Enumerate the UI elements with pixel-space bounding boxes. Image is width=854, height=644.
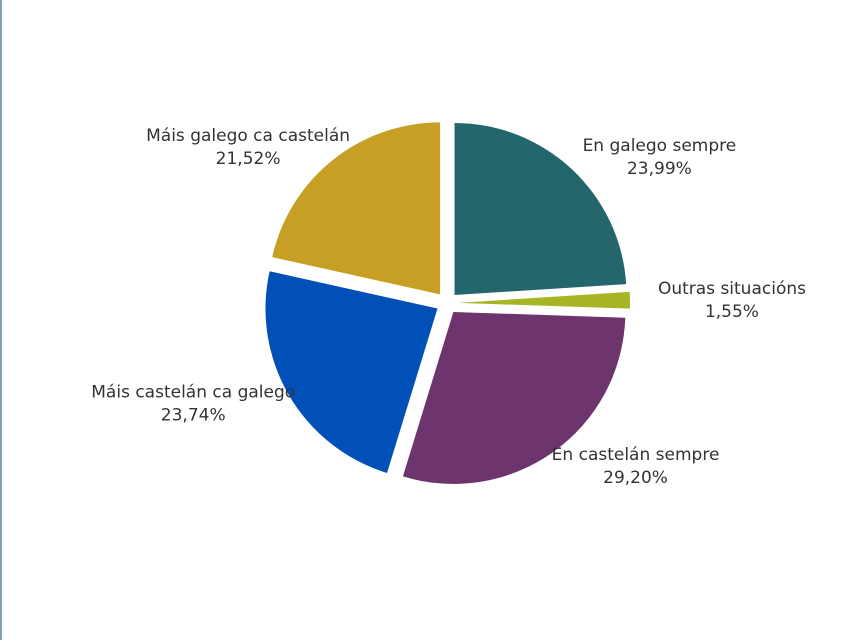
slice-label: Máis castelán ca galego [91,383,295,403]
pie-slice [265,271,438,473]
slice-value-label: 23,99% [627,159,692,179]
slice-value-label: 21,52% [216,149,281,169]
pie-slice [454,122,627,295]
slice-label: Outras situacións [658,279,806,299]
slice-label: En galego sempre [583,136,737,156]
slice-value-label: 1,55% [705,302,759,322]
slice-value-label: 29,20% [603,468,668,488]
slice-value-label: 23,74% [161,406,226,426]
left-border [0,0,2,640]
pie-slice [402,311,626,484]
pie-slice [272,122,441,295]
pie-slice [457,291,630,309]
slice-label: En castelán sempre [552,445,720,465]
slice-label: Máis galego ca castelán [146,126,350,146]
